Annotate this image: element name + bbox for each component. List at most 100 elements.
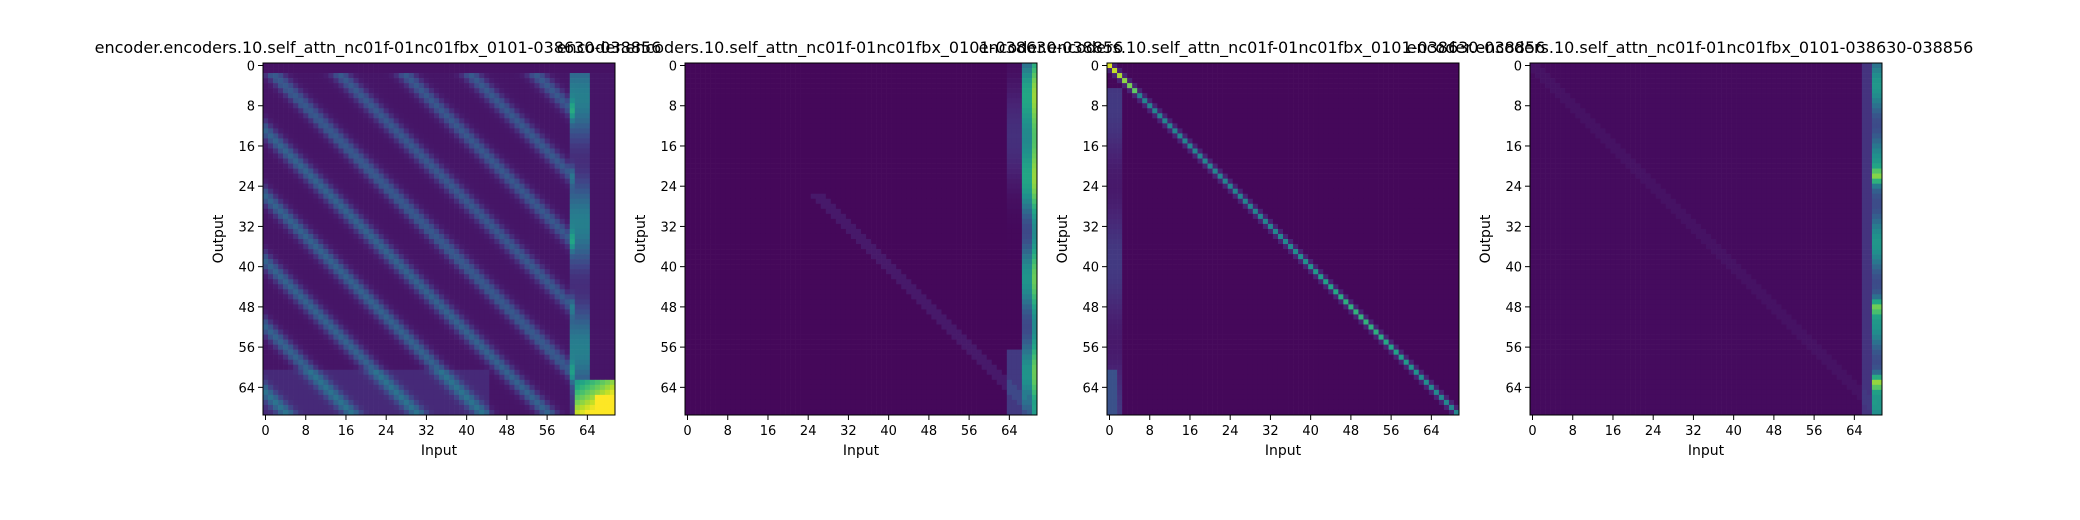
heatmap-cell [509,193,515,200]
heatmap-cell [469,143,475,149]
heatmap-cell [509,244,515,250]
heatmap-cell [604,118,611,124]
heatmap-cell [539,198,545,205]
heatmap-cell [604,339,611,345]
heatmap-cell [464,274,470,280]
heatmap-cell [459,264,465,270]
heatmap-cell [373,78,379,84]
heatmap-cell [449,269,455,275]
heatmap-cell [464,168,470,174]
heatmap-cell [524,389,530,396]
heatmap-cell [353,364,359,371]
heatmap-cell [529,193,535,200]
heatmap-cell [293,239,299,245]
heatmap-cell [433,284,440,290]
heatmap-cell [494,193,500,200]
heatmap-cell [499,218,505,225]
heatmap-cell [554,249,560,255]
heatmap-cell [298,173,304,179]
heatmap-cell [363,324,369,330]
heatmap-cell [599,223,606,230]
heatmap-cell [298,73,304,79]
heatmap-cell [474,399,480,406]
heatmap-cell [333,409,339,416]
heatmap-cell [479,103,485,109]
heatmap-cell [524,304,530,310]
heatmap-cell [584,264,591,270]
heatmap-cell [499,289,505,295]
heatmap-cell [283,98,289,104]
heatmap-cell [428,203,435,210]
heatmap-cell [363,359,369,366]
heatmap-cell [494,384,500,391]
heatmap-cell [514,314,520,320]
heatmap-cell [599,213,606,220]
heatmap-cell [479,264,485,270]
heatmap-cell [313,138,319,144]
heatmap-cell [469,349,475,355]
heatmap-cell [403,289,410,295]
heatmap-cell [524,239,530,245]
heatmap-cell [323,93,329,99]
heatmap-cell [428,244,435,250]
heatmap-cell [363,143,369,149]
heatmap-cell [353,299,359,305]
heatmap-cell [418,143,425,149]
heatmap-cell [544,344,550,350]
heatmap-cell [499,394,505,401]
heatmap-cell [288,163,294,169]
heatmap-cell [378,404,384,411]
heatmap-cell [413,389,420,396]
heatmap-cell [810,63,817,69]
heatmap-cell [599,113,606,119]
heatmap-cell [524,88,530,94]
heatmap-cell [609,404,616,411]
heatmap-cell [308,359,314,366]
heatmap-cell [363,329,369,335]
heatmap-cell [544,158,550,164]
heatmap-cell [464,103,470,109]
heatmap-cell [343,404,349,411]
heatmap-cell [579,83,586,89]
heatmap-cell [298,148,304,154]
heatmap-cell [574,349,581,355]
heatmap-cell [423,143,430,149]
heatmap-cell [348,354,354,360]
heatmap-cell [373,133,379,139]
heatmap-cell [499,404,505,411]
heatmap-cell [293,83,299,89]
heatmap-cell [579,304,586,310]
heatmap-cell [328,304,334,310]
heatmap-cell [564,118,571,124]
heatmap-cell [534,68,540,74]
heatmap-cell [544,299,550,305]
heatmap-cell [449,133,455,139]
heatmap-cell [539,404,545,411]
heatmap-cell [444,299,450,305]
heatmap-cell [338,324,344,330]
heatmap-cell [378,374,384,381]
heatmap-cell [439,259,445,265]
heatmap-cell [554,173,560,179]
heatmap-cell [388,409,395,416]
heatmap-cell [363,188,369,195]
heatmap-cell [353,329,359,335]
heatmap-cell [278,178,284,184]
heatmap-cell [464,78,470,84]
heatmap-cell [604,359,611,366]
y-tick-label: 64 [238,381,255,396]
heatmap-cell [554,93,560,99]
heatmap-cell [423,93,430,99]
heatmap-cell [333,314,339,320]
heatmap-cell [408,203,415,210]
heatmap-cell [308,223,314,230]
heatmap-cell [604,264,611,270]
heatmap-cell [313,399,319,406]
heatmap-cell [444,228,450,235]
heatmap-cell [313,249,319,255]
heatmap-cell [760,63,766,69]
heatmap-cell [459,389,465,396]
heatmap-cell [464,228,470,235]
heatmap-cell [318,173,324,179]
heatmap-cell [358,193,364,200]
